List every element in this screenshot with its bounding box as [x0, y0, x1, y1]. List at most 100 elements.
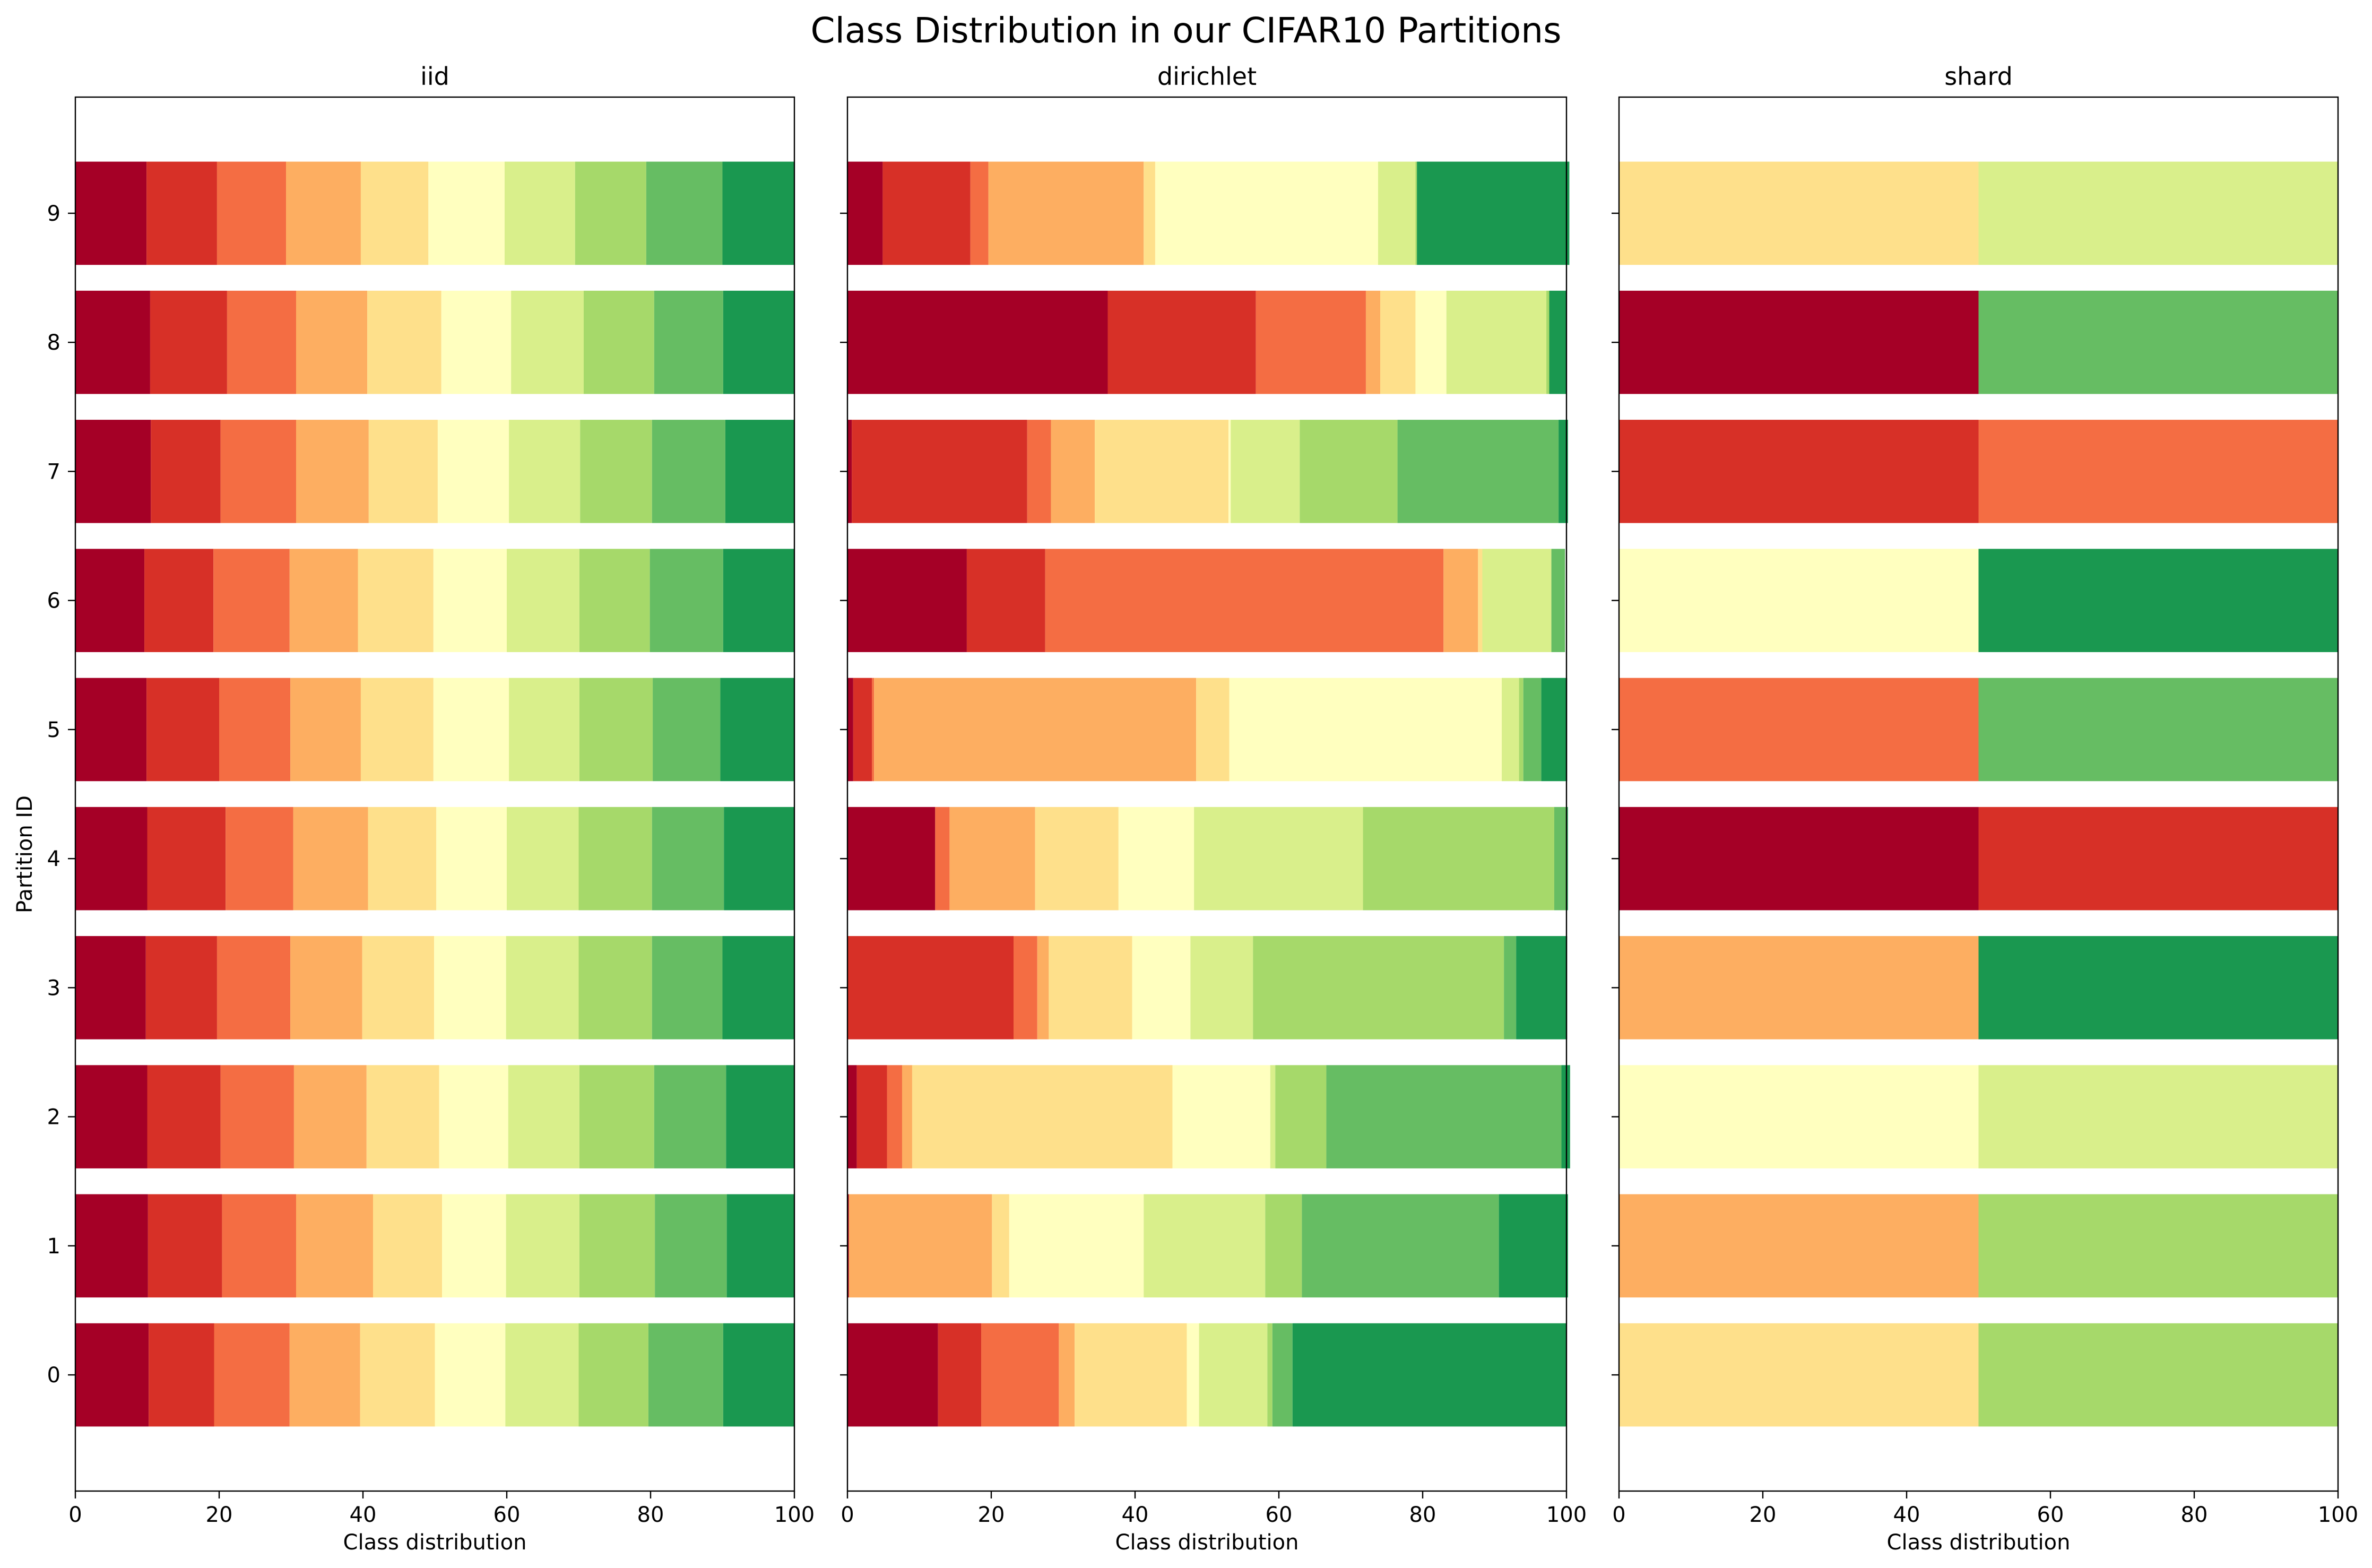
bar-segment-p4-c2 [935, 807, 950, 911]
bar-segment-p3-c4 [362, 936, 435, 1039]
bar-segment-p7-c1 [852, 420, 1027, 523]
bar-segment-p0-c6 [505, 1323, 579, 1427]
x-tick-label: 60 [2037, 1503, 2064, 1527]
bar-segment-p3-c1 [847, 936, 1014, 1039]
x-axis-title: Class distribution [1115, 1530, 1299, 1555]
bar-segment-p5-c1 [853, 678, 872, 782]
bar-segment-p7-c8 [1397, 420, 1559, 523]
bar-segment-p3-c7 [1253, 936, 1504, 1039]
panel-title: shard [1944, 62, 2013, 91]
bar-segment-p7-c8 [652, 420, 725, 523]
bar-segment-p0-c5 [1187, 1323, 1199, 1427]
bar-segment-p5-c0 [75, 678, 147, 782]
x-tick-label: 80 [1409, 1503, 1436, 1527]
bar-segment-p9-c5 [428, 161, 505, 265]
bar-segment-p1-c3 [849, 1194, 992, 1298]
plot-frame [1618, 96, 2339, 1492]
bar-segment-p9-c8 [646, 161, 723, 265]
bar-segment-p8-c6 [511, 290, 584, 394]
bar-segment-p0-c7 [1267, 1323, 1272, 1427]
x-tick-label: 80 [2181, 1503, 2208, 1527]
bar-segment-p9-c0 [75, 161, 147, 265]
bar-segment-p8-c4 [1380, 290, 1416, 394]
bar-segment-p6-c6 [507, 549, 579, 652]
bar-segment-p2-c7 [579, 1065, 654, 1168]
bar-segment-p8-c8 [1978, 290, 2338, 394]
bar-segment-p4-c2 [226, 807, 293, 911]
bar-segment-p1-c7 [1265, 1194, 1302, 1298]
bar-segment-p7-c0 [847, 420, 852, 523]
x-tick-label: 60 [1266, 1503, 1293, 1527]
bar-segment-p2-c9 [726, 1065, 795, 1168]
bar-segment-p9-c5 [1155, 161, 1378, 265]
bar-segment-p9-c4 [1144, 161, 1155, 265]
bar-segment-p7-c4 [1095, 420, 1229, 523]
bar-segment-p7-c6 [509, 420, 581, 523]
bar-segment-p2-c7 [1275, 1065, 1327, 1168]
bar-segment-p4-c4 [1035, 807, 1119, 911]
bar-segment-p2-c2 [220, 1065, 294, 1168]
bar-segment-p0-c9 [1292, 1323, 1566, 1427]
bar-segment-p3-c9 [1978, 936, 2338, 1039]
bar-segment-p8-c8 [654, 290, 723, 394]
bar-segment-p7-c4 [368, 420, 438, 523]
y-tick-label: 5 [47, 718, 60, 742]
bar-segment-p6-c3 [1443, 549, 1478, 652]
bar-segment-p9-c4 [1619, 161, 1979, 265]
bar-segment-p3-c3 [1037, 936, 1049, 1039]
x-tick-label: 0 [1612, 1503, 1625, 1527]
bar-segment-p6-c8 [1551, 549, 1565, 652]
bar-segment-p8-c5 [441, 290, 512, 394]
bar-segment-p4-c6 [1194, 807, 1363, 911]
x-tick-label: 0 [841, 1503, 854, 1527]
y-tick-label: 1 [47, 1234, 60, 1259]
panel-title: iid [420, 62, 449, 91]
bar-segment-p8-c2 [227, 290, 296, 394]
bar-segment-p3-c2 [1014, 936, 1037, 1039]
bar-segment-p6-c1 [144, 549, 214, 652]
bar-segment-p4-c9 [1567, 807, 1568, 911]
bar-segment-p3-c6 [506, 936, 579, 1039]
bar-segment-p5-c7 [579, 678, 653, 782]
bar-segment-p8-c4 [367, 290, 441, 394]
bar-segment-p2-c2 [887, 1065, 902, 1168]
bar-segment-p1-c1 [148, 1194, 222, 1298]
bar-segment-p9-c4 [360, 161, 429, 265]
bar-segment-p4-c7 [578, 807, 652, 911]
bar-segment-p3-c7 [578, 936, 652, 1039]
bar-segment-p7-c2 [1027, 420, 1051, 523]
bar-segment-p8-c7 [1546, 290, 1549, 394]
bar-segment-p4-c9 [724, 807, 794, 911]
bar-segment-p9-c2 [970, 161, 989, 265]
bar-segment-p0-c6 [1199, 1323, 1268, 1427]
bar-segment-p9-c9 [1417, 161, 1570, 265]
bar-segment-p5-c4 [360, 678, 434, 782]
figure-title: Class Distribution in our CIFAR10 Partit… [811, 10, 1562, 51]
bar-segment-p7-c7 [580, 420, 652, 523]
bar-segment-p2-c5 [1619, 1065, 1979, 1168]
bar-segment-p4-c3 [949, 807, 1035, 911]
bar-segment-p3-c8 [1504, 936, 1517, 1039]
bar-segment-p6-c9 [1978, 549, 2338, 652]
bar-segment-p3-c0 [75, 936, 146, 1039]
bar-segment-p5-c3 [874, 678, 1197, 782]
bar-segment-p3-c6 [1190, 936, 1253, 1039]
bar-segment-p1-c5 [1009, 1194, 1144, 1298]
bar-segment-p4-c0 [847, 807, 936, 911]
bar-segment-p8-c9 [1549, 290, 1566, 394]
bar-segment-p0-c1 [149, 1323, 214, 1427]
x-tick-label: 40 [350, 1503, 377, 1527]
bar-segment-p8-c6 [1446, 290, 1547, 394]
bar-segment-p5-c1 [146, 678, 219, 782]
y-axis-title: Partition ID [13, 795, 37, 913]
bar-segment-p4-c8 [1554, 807, 1568, 911]
bar-segment-p7-c3 [296, 420, 369, 523]
bar-segment-p8-c5 [1415, 290, 1447, 394]
bar-segment-p8-c3 [296, 290, 368, 394]
bar-segment-p4-c1 [147, 807, 226, 911]
bar-segment-p6-c4 [358, 549, 434, 652]
bar-segment-p5-c8 [1523, 678, 1542, 782]
bar-segment-p4-c5 [436, 807, 507, 911]
x-tick-label: 0 [68, 1503, 82, 1527]
bar-segment-p0-c4 [1619, 1323, 1979, 1427]
